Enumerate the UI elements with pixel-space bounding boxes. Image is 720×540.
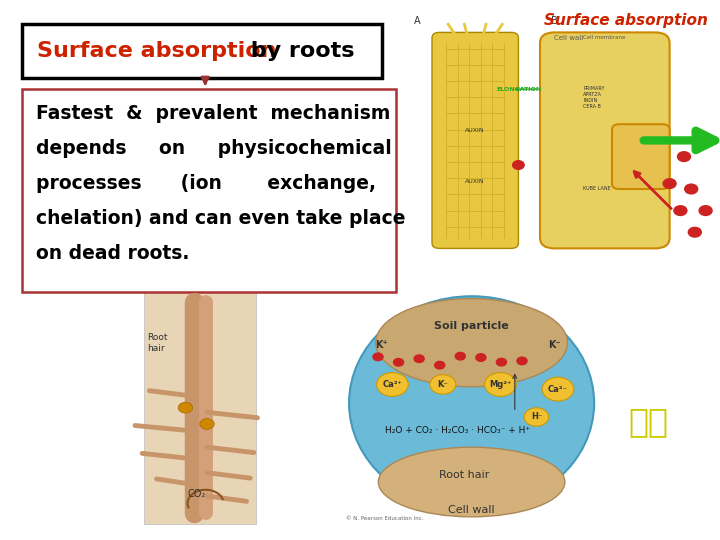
Text: K⁺: K⁺: [375, 340, 388, 350]
Text: Surface absorption: Surface absorption: [544, 14, 708, 29]
Text: Cell wall: Cell wall: [449, 505, 495, 515]
Text: chelation) and can even take place: chelation) and can even take place: [36, 209, 405, 228]
Circle shape: [430, 375, 456, 394]
Ellipse shape: [376, 299, 567, 387]
Circle shape: [699, 206, 712, 215]
Text: H⁻: H⁻: [531, 413, 542, 422]
Text: © N. Pearson Education Inc.: © N. Pearson Education Inc.: [346, 516, 423, 521]
Circle shape: [179, 402, 193, 413]
Circle shape: [513, 161, 524, 170]
Circle shape: [394, 361, 404, 369]
Text: PRIMARY
APRTZA
INDIN
CERA B: PRIMARY APRTZA INDIN CERA B: [583, 86, 605, 109]
Circle shape: [678, 152, 690, 161]
Text: Root
hair: Root hair: [148, 333, 168, 353]
Text: Ca²⁻: Ca²⁻: [548, 384, 568, 394]
FancyBboxPatch shape: [612, 124, 670, 189]
Text: B: B: [551, 16, 557, 26]
Text: KUBE LANE: KUBE LANE: [583, 186, 611, 192]
Text: by roots: by roots: [243, 41, 354, 62]
Text: A: A: [414, 16, 420, 26]
Ellipse shape: [379, 447, 565, 517]
Circle shape: [200, 418, 215, 429]
Circle shape: [542, 377, 574, 401]
Text: 탄산: 탄산: [628, 404, 668, 438]
Text: H₂O + CO₂ · H₂CO₃ · HCO₃⁻ + H⁺: H₂O + CO₂ · H₂CO₃ · HCO₃⁻ + H⁺: [384, 427, 530, 435]
Text: Mg²⁺: Mg²⁺: [489, 380, 512, 389]
FancyBboxPatch shape: [540, 32, 670, 248]
Text: depends     on     physicochemical: depends on physicochemical: [36, 139, 392, 158]
Text: ELONGATION: ELONGATION: [497, 86, 542, 92]
FancyBboxPatch shape: [22, 89, 396, 292]
Text: Root hair: Root hair: [439, 470, 490, 480]
Circle shape: [496, 360, 506, 368]
Text: Fastest  &  prevalent  mechanism: Fastest & prevalent mechanism: [36, 104, 390, 123]
Circle shape: [688, 227, 701, 237]
Circle shape: [455, 361, 465, 369]
Circle shape: [485, 373, 516, 396]
Circle shape: [663, 179, 676, 188]
Text: Cell membrane: Cell membrane: [583, 35, 626, 40]
Text: Soil particle: Soil particle: [434, 321, 509, 332]
FancyBboxPatch shape: [144, 292, 256, 524]
Circle shape: [414, 355, 424, 362]
Text: AUXIN: AUXIN: [465, 179, 485, 184]
Circle shape: [377, 373, 408, 396]
Text: K⁻: K⁻: [548, 340, 561, 350]
Text: K⁻: K⁻: [438, 380, 448, 389]
Text: AUXIN: AUXIN: [465, 127, 485, 133]
Circle shape: [435, 354, 445, 362]
Text: processes      (ion       exchange,: processes (ion exchange,: [36, 174, 376, 193]
Ellipse shape: [349, 296, 594, 510]
Text: CO₂: CO₂: [187, 489, 205, 499]
Text: on dead roots.: on dead roots.: [36, 244, 189, 262]
Circle shape: [674, 206, 687, 215]
FancyBboxPatch shape: [22, 24, 382, 78]
Circle shape: [524, 408, 549, 426]
Text: Ca²⁺: Ca²⁺: [382, 380, 402, 389]
Text: Cell wall: Cell wall: [554, 35, 584, 41]
Circle shape: [685, 184, 698, 194]
Circle shape: [373, 354, 383, 361]
FancyBboxPatch shape: [432, 32, 518, 248]
Text: Surface absorption: Surface absorption: [37, 41, 277, 62]
Circle shape: [517, 359, 527, 367]
Circle shape: [476, 360, 486, 367]
